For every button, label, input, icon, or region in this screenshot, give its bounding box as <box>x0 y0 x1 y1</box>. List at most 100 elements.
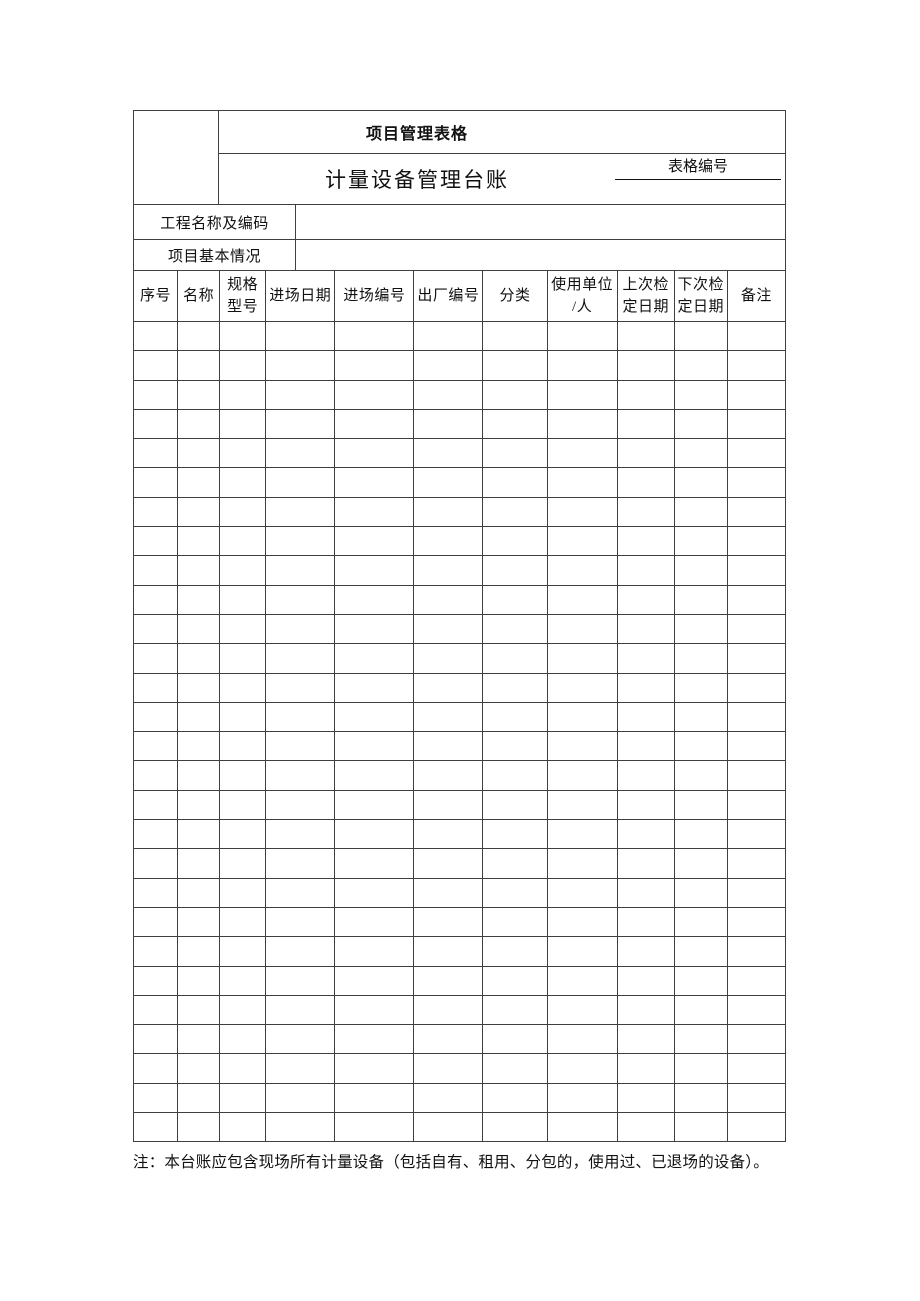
table-cell[interactable] <box>265 672 336 703</box>
table-cell[interactable] <box>616 1112 675 1143</box>
table-cell[interactable] <box>616 936 675 967</box>
table-cell[interactable] <box>177 877 221 908</box>
table-cell[interactable] <box>219 584 267 615</box>
table-cell[interactable] <box>482 350 548 381</box>
table-cell[interactable] <box>132 877 179 908</box>
table-cell[interactable] <box>673 965 728 996</box>
table-cell[interactable] <box>616 701 675 733</box>
table-cell[interactable] <box>726 906 787 938</box>
table-cell[interactable] <box>219 379 267 410</box>
table-cell[interactable] <box>219 320 267 352</box>
table-cell[interactable] <box>413 965 484 996</box>
table-cell[interactable] <box>177 848 221 879</box>
table-cell[interactable] <box>673 613 728 645</box>
table-cell[interactable] <box>265 350 336 381</box>
table-cell[interactable] <box>265 1082 336 1114</box>
table-cell[interactable] <box>265 555 336 586</box>
table-cell[interactable] <box>177 438 221 469</box>
table-cell[interactable] <box>334 701 415 733</box>
table-cell[interactable] <box>334 320 415 352</box>
table-cell[interactable] <box>482 760 548 791</box>
table-cell[interactable] <box>673 701 728 733</box>
table-cell[interactable] <box>132 848 179 879</box>
table-cell[interactable] <box>219 789 267 821</box>
table-cell[interactable] <box>726 819 787 850</box>
table-cell[interactable] <box>726 584 787 615</box>
table-cell[interactable] <box>334 731 415 762</box>
table-cell[interactable] <box>132 994 179 1026</box>
table-cell[interactable] <box>219 643 267 674</box>
table-cell[interactable] <box>616 438 675 469</box>
table-cell[interactable] <box>132 555 179 586</box>
table-cell[interactable] <box>726 408 787 440</box>
table-cell[interactable] <box>219 438 267 469</box>
table-cell[interactable] <box>219 526 267 557</box>
table-cell[interactable] <box>177 731 221 762</box>
table-cell[interactable] <box>132 672 179 703</box>
table-cell[interactable] <box>726 613 787 645</box>
table-cell[interactable] <box>616 877 675 908</box>
form-number-line[interactable] <box>615 177 781 180</box>
table-cell[interactable] <box>726 1082 787 1114</box>
table-cell[interactable] <box>132 965 179 996</box>
table-cell[interactable] <box>413 701 484 733</box>
table-cell[interactable] <box>546 701 618 733</box>
table-cell[interactable] <box>177 789 221 821</box>
table-cell[interactable] <box>177 1112 221 1143</box>
table-cell[interactable] <box>546 496 618 528</box>
table-cell[interactable] <box>413 906 484 938</box>
table-cell[interactable] <box>616 760 675 791</box>
table-cell[interactable] <box>673 936 728 967</box>
table-cell[interactable] <box>673 1112 728 1143</box>
table-cell[interactable] <box>482 936 548 967</box>
table-cell[interactable] <box>673 350 728 381</box>
table-cell[interactable] <box>482 965 548 996</box>
table-cell[interactable] <box>334 877 415 908</box>
table-cell[interactable] <box>265 438 336 469</box>
table-cell[interactable] <box>482 408 548 440</box>
table-cell[interactable] <box>177 1053 221 1084</box>
table-cell[interactable] <box>132 789 179 821</box>
table-cell[interactable] <box>546 643 618 674</box>
table-cell[interactable] <box>482 496 548 528</box>
table-cell[interactable] <box>546 936 618 967</box>
table-cell[interactable] <box>334 819 415 850</box>
table-cell[interactable] <box>546 526 618 557</box>
table-cell[interactable] <box>546 379 618 410</box>
table-cell[interactable] <box>482 848 548 879</box>
info-value[interactable] <box>296 240 785 270</box>
table-cell[interactable] <box>546 1053 618 1084</box>
table-cell[interactable] <box>219 994 267 1026</box>
table-cell[interactable] <box>219 906 267 938</box>
table-cell[interactable] <box>177 408 221 440</box>
table-cell[interactable] <box>265 467 336 498</box>
table-cell[interactable] <box>334 438 415 469</box>
table-cell[interactable] <box>673 408 728 440</box>
table-cell[interactable] <box>132 379 179 410</box>
table-cell[interactable] <box>482 467 548 498</box>
table-cell[interactable] <box>726 526 787 557</box>
table-cell[interactable] <box>616 350 675 381</box>
table-cell[interactable] <box>265 994 336 1026</box>
table-cell[interactable] <box>726 496 787 528</box>
table-cell[interactable] <box>673 643 728 674</box>
table-cell[interactable] <box>177 1082 221 1114</box>
table-cell[interactable] <box>546 731 618 762</box>
table-cell[interactable] <box>265 526 336 557</box>
table-cell[interactable] <box>546 438 618 469</box>
table-cell[interactable] <box>673 1082 728 1114</box>
table-cell[interactable] <box>546 819 618 850</box>
table-cell[interactable] <box>482 320 548 352</box>
table-cell[interactable] <box>673 1024 728 1055</box>
table-cell[interactable] <box>482 906 548 938</box>
table-cell[interactable] <box>177 526 221 557</box>
table-cell[interactable] <box>413 584 484 615</box>
table-cell[interactable] <box>413 643 484 674</box>
table-cell[interactable] <box>219 731 267 762</box>
table-cell[interactable] <box>265 965 336 996</box>
table-cell[interactable] <box>413 819 484 850</box>
table-cell[interactable] <box>334 789 415 821</box>
table-cell[interactable] <box>334 408 415 440</box>
table-cell[interactable] <box>132 526 179 557</box>
table-cell[interactable] <box>413 496 484 528</box>
